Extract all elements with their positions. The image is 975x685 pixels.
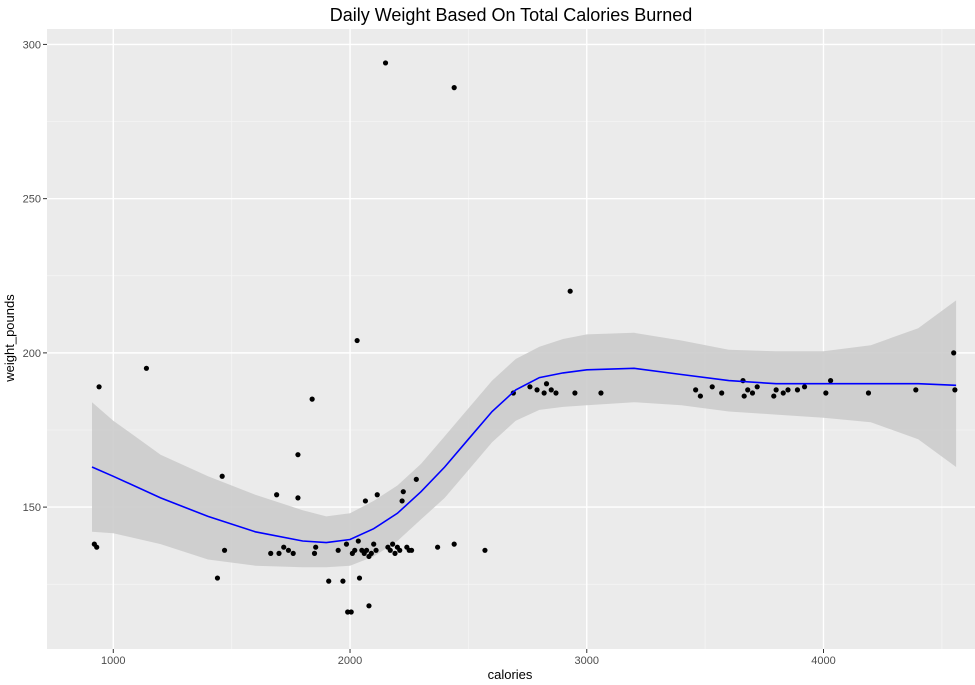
x-tick-label: 3000 <box>575 655 599 667</box>
data-point <box>413 476 419 482</box>
data-point <box>219 473 225 479</box>
x-tick-label: 2000 <box>338 655 362 667</box>
x-tick-label: 1000 <box>101 655 125 667</box>
plot-panel <box>47 29 975 649</box>
data-point <box>749 390 756 396</box>
data-point <box>951 350 957 356</box>
confidence-ribbon <box>92 300 957 568</box>
data-point <box>745 387 751 393</box>
data-point <box>697 393 703 399</box>
data-point <box>363 547 370 553</box>
data-point <box>598 390 604 396</box>
data-point <box>754 384 760 390</box>
data-point <box>527 384 533 390</box>
data-point <box>392 550 398 556</box>
data-point <box>482 547 488 553</box>
data-point <box>541 390 547 396</box>
y-tick-label: 250 <box>23 194 41 206</box>
data-point <box>390 541 396 547</box>
data-point <box>268 550 274 556</box>
data-point <box>362 498 369 504</box>
data-point <box>309 396 315 402</box>
data-point <box>221 547 228 553</box>
data-point <box>343 541 350 547</box>
chart-title: Daily Weight Based On Total Calories Bur… <box>330 5 693 25</box>
y-axis-ticks: 150 200 250 300 <box>23 39 47 514</box>
data-point <box>773 387 779 393</box>
data-point <box>373 547 379 553</box>
data-point <box>794 387 801 393</box>
x-axis-title: calories <box>488 667 533 682</box>
data-point <box>356 575 363 581</box>
x-axis-ticks: 1000 2000 3000 4000 <box>101 649 836 667</box>
data-point <box>94 544 100 550</box>
data-point <box>290 550 296 556</box>
data-point <box>952 387 958 393</box>
data-point <box>368 550 374 556</box>
x-tick-label: 4000 <box>811 655 835 667</box>
data-point <box>313 544 319 550</box>
data-point <box>572 390 578 396</box>
data-point <box>913 387 919 393</box>
data-point <box>276 550 282 556</box>
data-point <box>823 390 829 396</box>
y-tick-label: 150 <box>23 502 41 514</box>
data-point <box>451 541 457 547</box>
data-point <box>408 547 415 553</box>
data-point <box>435 544 441 550</box>
data-point <box>771 393 777 399</box>
data-point <box>534 387 540 393</box>
data-point <box>371 541 377 547</box>
data-points <box>91 60 958 615</box>
data-point <box>143 365 150 371</box>
data-point <box>96 384 102 390</box>
data-point <box>553 390 559 396</box>
data-point <box>693 387 699 393</box>
data-point <box>355 538 361 544</box>
smooth-trend-line <box>91 367 957 544</box>
data-point <box>399 498 405 504</box>
y-tick-label: 300 <box>23 39 41 51</box>
data-point <box>311 550 318 556</box>
data-point <box>295 495 301 501</box>
data-point <box>567 288 573 294</box>
y-axis-title: weight_pounds <box>2 294 17 383</box>
data-point <box>780 390 786 396</box>
data-point <box>400 489 406 495</box>
data-point <box>348 609 354 615</box>
data-point <box>451 85 457 91</box>
data-point <box>801 384 808 390</box>
data-point <box>827 378 834 384</box>
data-point <box>352 547 358 553</box>
data-point <box>281 544 287 550</box>
data-point <box>865 390 872 396</box>
data-point <box>719 390 725 396</box>
data-point <box>741 393 747 399</box>
data-point <box>340 578 346 584</box>
minor-gridlines <box>0 0 975 649</box>
data-point <box>374 492 380 498</box>
data-point <box>709 384 715 390</box>
y-tick-label: 200 <box>23 348 41 360</box>
data-point <box>387 547 393 553</box>
data-point <box>285 547 292 553</box>
data-point <box>785 387 791 393</box>
data-point <box>366 603 372 609</box>
data-point <box>354 337 360 344</box>
data-point <box>274 492 280 498</box>
data-point <box>335 547 341 553</box>
data-point <box>548 387 554 393</box>
data-point <box>295 452 301 458</box>
data-point <box>397 547 403 553</box>
data-point <box>382 60 389 66</box>
data-point <box>326 578 332 584</box>
data-point <box>214 575 221 581</box>
data-point <box>543 381 550 387</box>
